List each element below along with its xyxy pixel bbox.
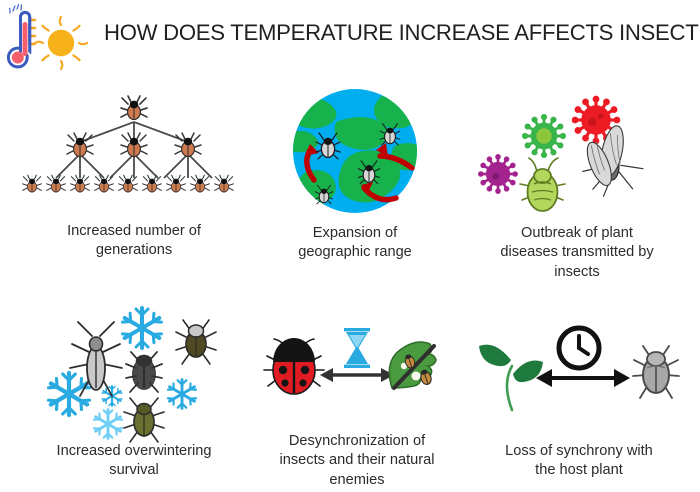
- panel-expansion-geographic-range: Expansion of geographic range: [262, 86, 448, 263]
- panel-increased-generations: Increased number of generations: [18, 86, 250, 261]
- beetle-olive: [123, 397, 165, 443]
- ladybug-icon: [263, 338, 325, 395]
- panel-caption-overwinter: Increased overwintering survival: [56, 443, 212, 479]
- leaf-pest-1: [404, 354, 416, 369]
- generation-tree-illustration: [18, 86, 250, 216]
- snowflake-light-bottom: [92, 408, 124, 440]
- seedling-icon: [479, 344, 543, 412]
- virus-purple: [477, 153, 519, 195]
- virus-vector-illustration: [462, 86, 692, 220]
- panel-increased-overwintering-survival: Increased overwintering survival: [16, 296, 252, 481]
- leaf-pest-2: [420, 369, 432, 386]
- overwintering-illustration: [16, 296, 252, 443]
- desynchronization-illustration: [258, 320, 456, 426]
- panel-caption-desync: Desynchronization of insects and their n…: [279, 433, 435, 488]
- panel-outbreak-plant-diseases: Outbreak of plant diseases transmitted b…: [462, 86, 692, 282]
- hourglass-icon: [344, 328, 370, 368]
- page-title: HOW DOES TEMPERATURE INCREASE AFFECTS IN…: [104, 20, 700, 45]
- virus-green: [520, 112, 568, 160]
- viruses-and-vector-icon: [477, 94, 644, 212]
- synchrony-illustration: [470, 320, 688, 426]
- thermometer-icon: [6, 3, 37, 69]
- panel-caption-range: Expansion of geographic range: [298, 225, 412, 261]
- beetle-grey-long: [69, 321, 123, 397]
- header-banner: HOW DOES TEMPERATURE INCREASE AFFECTS IN…: [0, 0, 700, 78]
- panel-loss-of-synchrony: Loss of synchrony with the host plant: [470, 320, 688, 481]
- virus-red: [570, 94, 622, 146]
- clock-icon: [556, 325, 602, 371]
- aphid-icon: [519, 157, 566, 212]
- sun-icon: [33, 15, 89, 71]
- snowflake-right: [166, 378, 198, 410]
- beetle-grey-icon: [632, 345, 680, 399]
- generation-tree-icon: [22, 95, 234, 193]
- panel-caption-generations: Increased number of generations: [67, 223, 201, 259]
- snowflake-large-top: [120, 306, 164, 350]
- seedling-clock-beetle-icon: [479, 325, 680, 412]
- globe-illustration: [262, 86, 448, 220]
- snowflake-large-left: [49, 373, 90, 415]
- winged-insect-icon: [582, 125, 644, 197]
- panel-desynchronization: Desynchronization of insects and their n…: [258, 320, 456, 490]
- globe-icon: [293, 89, 417, 213]
- panel-caption-synchrony: Loss of synchrony with the host plant: [505, 443, 653, 479]
- ladybug-hourglass-leaf-icon: [263, 328, 437, 395]
- beetle-khaki: [175, 319, 217, 365]
- double-arrow-synchrony: [536, 369, 630, 387]
- beetles-and-snowflakes-icon: [16, 306, 217, 443]
- beetle-dark: [125, 351, 163, 393]
- panel-caption-disease: Outbreak of plant diseases transmitted b…: [500, 225, 654, 280]
- damaged-leaf-icon: [388, 341, 437, 390]
- double-arrow-desync: [320, 368, 394, 382]
